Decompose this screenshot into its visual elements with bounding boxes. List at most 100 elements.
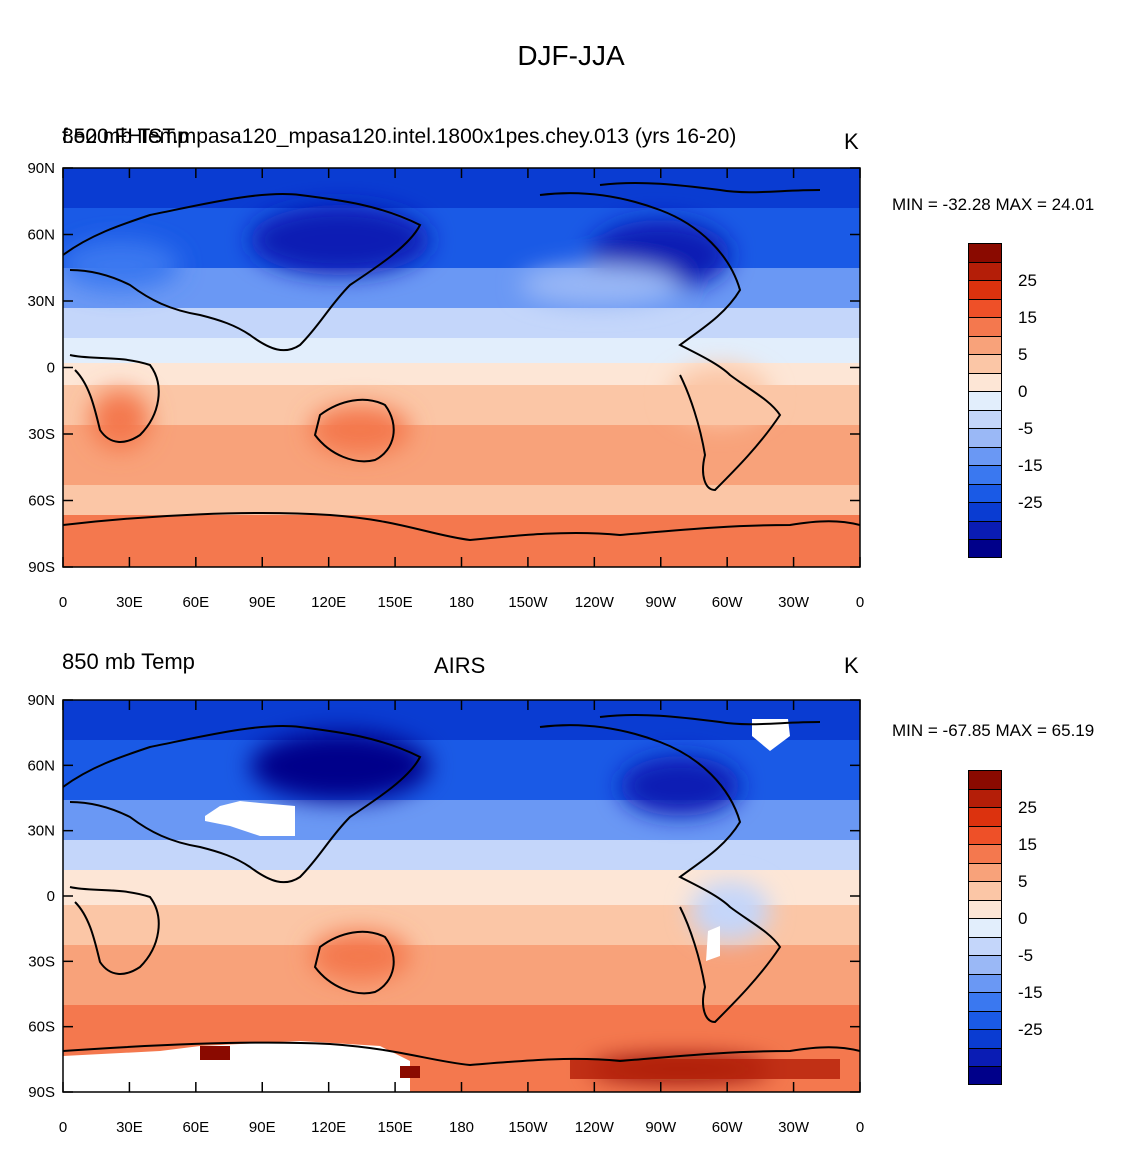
temperature-field	[63, 168, 860, 567]
colorbar-box	[968, 807, 1002, 826]
lon-tick-label: 90E	[249, 1119, 276, 1136]
colorbar-box	[968, 502, 1002, 521]
colorbar-box	[968, 1066, 1002, 1085]
lat-tick-label: 30S	[28, 426, 55, 443]
colorbar-label: 25	[1018, 798, 1037, 817]
panel-right-string: K	[844, 129, 859, 154]
panel-left-string: 850 mb Temp	[62, 125, 189, 148]
colorbar-box	[968, 335, 1002, 354]
lon-tick-label: 60W	[712, 594, 744, 611]
minmax-label: MIN = -67.85 MAX = 65.19	[892, 721, 1095, 740]
colorbar-box	[968, 539, 1002, 558]
coastlines	[63, 713, 860, 1067]
lon-tick-label: 150E	[378, 1119, 413, 1136]
axis-ticks: 90N 60N 30N 0 30S 60S 90S 0 30E 60E 90E 120E 150E 180…	[27, 692, 864, 1136]
lon-tick-label: 0	[856, 594, 864, 611]
colorbar-label: 5	[1018, 345, 1028, 364]
colorbar-box	[968, 918, 1002, 937]
lon-tick-label: 0	[59, 1119, 67, 1136]
lon-tick-label: 30E	[116, 594, 143, 611]
lon-tick-label: 180	[449, 594, 474, 611]
map-panel-airs: 90N 60N 30N 0 30S 60S 90S 0 30E 60E 90E 120E 150E 180…	[0, 641, 1142, 1161]
lon-tick-label: 90W	[645, 594, 677, 611]
colorbar-box	[968, 955, 1002, 974]
colorbar-box	[968, 483, 1002, 502]
lon-tick-label: 180	[449, 1119, 474, 1136]
lon-tick-label: 120W	[575, 594, 615, 611]
colorbar-box	[968, 862, 1002, 881]
lon-tick-label: 150E	[378, 594, 413, 611]
colorbar-box	[968, 973, 1002, 992]
coastlines	[63, 181, 860, 542]
lat-tick-label: 60S	[28, 1019, 55, 1036]
colorbar-box	[968, 825, 1002, 844]
colorbar-label: -15	[1018, 983, 1043, 1002]
axis-ticks: 90N 60N 30N 0 30S 60S 90S 0 30E 60E 90E 120E 150E 180…	[27, 160, 864, 611]
lat-tick-label: 60N	[27, 757, 55, 774]
colorbar-box	[968, 243, 1002, 262]
colorbar-box	[968, 446, 1002, 465]
colorbar	[968, 770, 1002, 1085]
lon-tick-label: 90W	[645, 1119, 677, 1136]
colorbar-label: -5	[1018, 946, 1034, 965]
panel-left-string: 850 mb Temp	[62, 649, 195, 674]
lon-tick-label: 150W	[508, 594, 548, 611]
colorbar-box	[968, 788, 1002, 807]
lat-tick-label: 0	[47, 888, 55, 905]
lat-tick-label: 90S	[28, 1084, 55, 1101]
lat-tick-label: 60S	[28, 493, 55, 510]
map-panel-model: 90N 60N 30N 0 30S 60S 90S 0 30E 60E 90E 120E 150E 180…	[0, 115, 1142, 635]
colorbar-box	[968, 354, 1002, 373]
lon-tick-label: 120W	[575, 1119, 615, 1136]
lon-tick-label: 90E	[249, 594, 276, 611]
colorbar-box	[968, 465, 1002, 484]
colorbar-label: 25	[1018, 271, 1037, 290]
colorbar-box	[968, 770, 1002, 789]
colorbar-label: -25	[1018, 1020, 1043, 1039]
colorbar-box	[968, 280, 1002, 299]
lat-tick-label: 60N	[27, 227, 55, 244]
lon-tick-label: 30W	[778, 594, 810, 611]
colorbar-box	[968, 844, 1002, 863]
lon-tick-label: 60W	[712, 1119, 744, 1136]
lon-tick-label: 0	[59, 594, 67, 611]
colorbar-label: 5	[1018, 872, 1028, 891]
lon-tick-label: 60E	[182, 1119, 209, 1136]
colorbar-box	[968, 391, 1002, 410]
map-plot-airs: 90N 60N 30N 0 30S 60S 90S 0 30E 60E 90E 120E 150E 180…	[27, 692, 864, 1136]
lon-tick-label: 120E	[311, 594, 346, 611]
lat-tick-label: 30S	[28, 953, 55, 970]
colorbar-box	[968, 428, 1002, 447]
colorbar-box	[968, 1010, 1002, 1029]
colorbar-label: 0	[1018, 909, 1028, 928]
lat-tick-label: 0	[47, 360, 55, 377]
colorbar-label: 0	[1018, 382, 1028, 401]
lon-tick-label: 150W	[508, 1119, 548, 1136]
lat-tick-label: 90S	[28, 559, 55, 576]
colorbar-box	[968, 261, 1002, 280]
panel-center-string: AIRS	[434, 653, 486, 678]
minmax-label: MIN = -32.28 MAX = 24.01	[892, 195, 1095, 214]
lon-tick-label: 30E	[116, 1119, 143, 1136]
colorbar-box	[968, 298, 1002, 317]
lon-tick-label: 120E	[311, 1119, 346, 1136]
colorbar-label: 15	[1018, 308, 1037, 327]
colorbar-label: 15	[1018, 835, 1037, 854]
lat-tick-label: 90N	[27, 692, 55, 709]
colorbar	[968, 243, 1002, 558]
colorbar-box	[968, 1047, 1002, 1066]
panel-center-string: f.e20.FHIST.mpasa120_mpasa120.intel.1800…	[62, 125, 737, 148]
lat-tick-label: 90N	[27, 160, 55, 177]
lon-tick-label: 0	[856, 1119, 864, 1136]
lon-tick-label: 60E	[182, 594, 209, 611]
colorbar-box	[968, 409, 1002, 428]
colorbar-box	[968, 936, 1002, 955]
colorbar-label: -15	[1018, 456, 1043, 475]
map-plot-model: 90N 60N 30N 0 30S 60S 90S 0 30E 60E 90E 120E 150E 180…	[27, 160, 864, 611]
colorbar-box	[968, 1029, 1002, 1048]
colorbar-box	[968, 881, 1002, 900]
colorbar-label: -5	[1018, 419, 1034, 438]
colorbar-box	[968, 520, 1002, 539]
colorbar-box	[968, 372, 1002, 391]
lat-tick-label: 30N	[27, 823, 55, 840]
